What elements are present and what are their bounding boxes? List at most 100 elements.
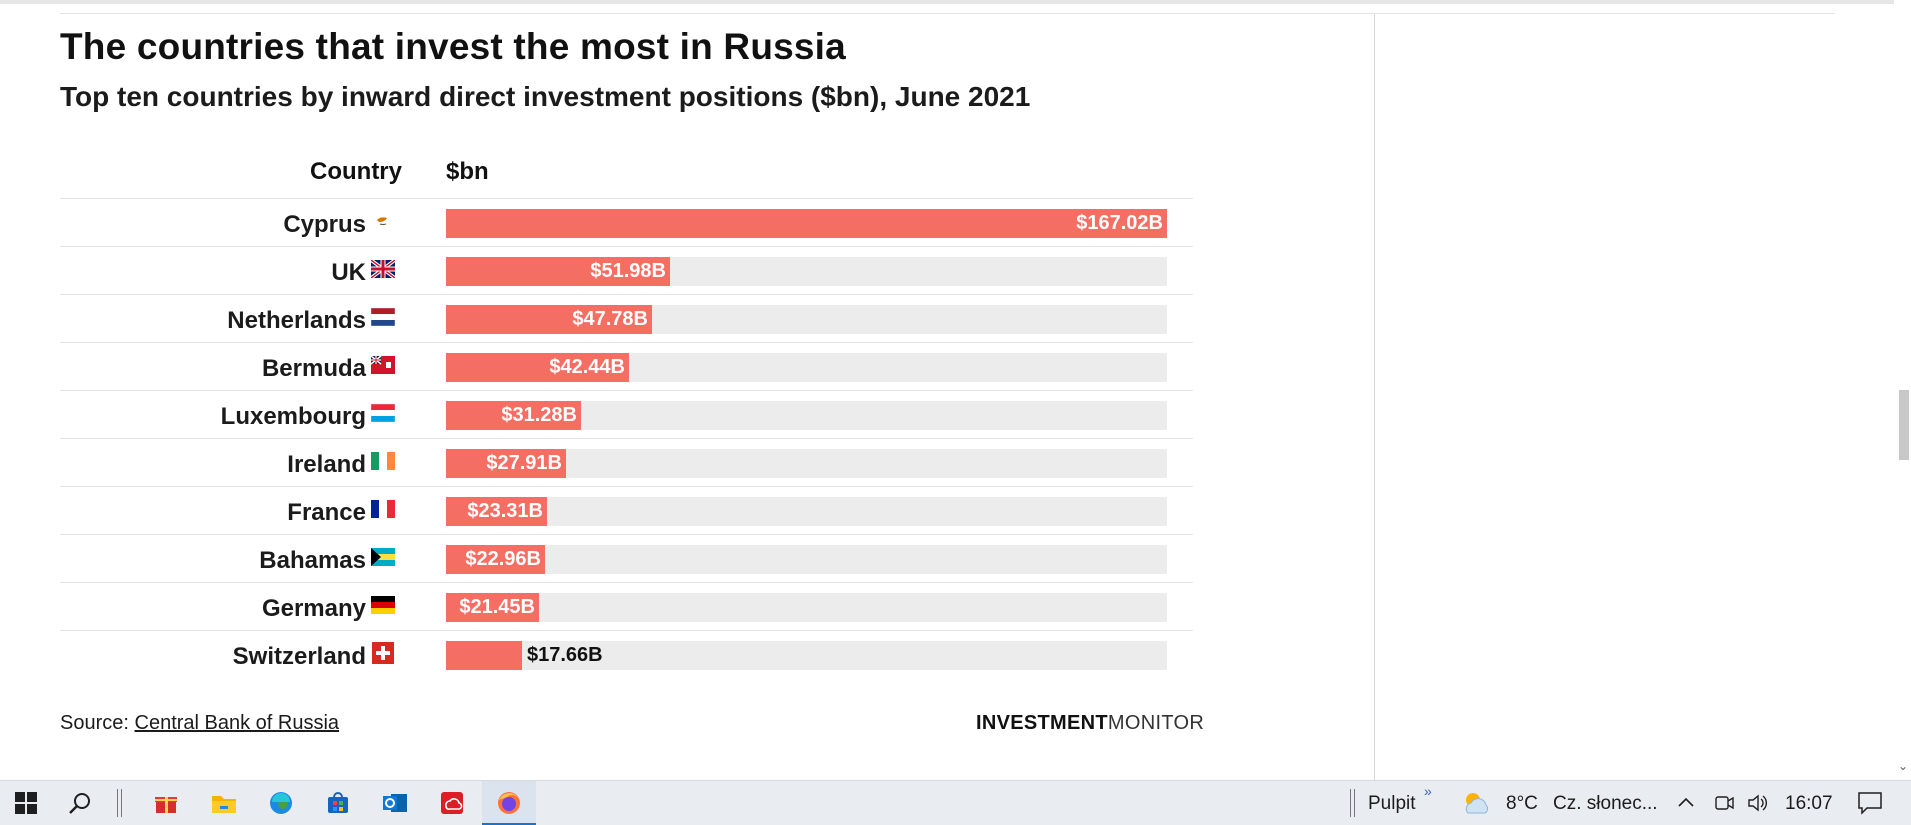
value-label: $22.96B: [465, 548, 541, 570]
edge-browser-icon[interactable]: [267, 789, 295, 817]
value-label: $167.02B: [1076, 212, 1163, 234]
value-label: $31.28B: [501, 404, 577, 426]
chevrons-icon[interactable]: »: [1424, 783, 1432, 799]
desktop-toolbar-label[interactable]: Pulpit: [1368, 793, 1416, 814]
bar: [446, 449, 566, 478]
country-label: Ireland: [287, 451, 366, 478]
country-label: Luxembourg: [220, 403, 366, 430]
bar-track: $47.78B: [446, 305, 1167, 334]
ireland-flag-icon: [371, 449, 395, 473]
value-label: $23.31B: [467, 500, 543, 522]
header-divider: [60, 13, 1835, 14]
bar: [446, 593, 539, 622]
firefox-icon[interactable]: [495, 789, 523, 817]
netherlands-flag-icon: [371, 305, 395, 329]
value-label: $42.44B: [549, 356, 625, 378]
gift-icon[interactable]: [152, 789, 180, 817]
chart-row: Germany $21.45B: [60, 582, 1193, 630]
taskbar-separator: [121, 789, 122, 817]
weather-description[interactable]: Cz. słonec...: [1553, 793, 1658, 814]
value-label: $21.45B: [459, 596, 535, 618]
taskbar-separator: [1354, 789, 1355, 817]
sidebar-divider: [1374, 14, 1375, 780]
bar: [446, 497, 547, 526]
chart-row: Netherlands $47.78B: [60, 294, 1193, 342]
value-label: $17.66B: [527, 644, 603, 666]
bar-track: $27.91B: [446, 449, 1167, 478]
meet-now-icon[interactable]: [1710, 789, 1738, 817]
country-column-header: Country: [310, 158, 402, 185]
bar-track: $17.66B: [446, 641, 1167, 670]
taskbar-separator: [117, 789, 118, 817]
bar-track: $31.28B: [446, 401, 1167, 430]
chart-row: France $23.31B: [60, 486, 1193, 534]
weather-temperature[interactable]: 8°C: [1506, 793, 1538, 814]
country-label: UK: [331, 259, 366, 286]
bar-chart: Cyprus $167.02B UK $51.98B Netherlands $47.78…: [60, 198, 1193, 678]
luxembourg-flag-icon: [371, 401, 395, 425]
cyprus-flag-icon: [371, 209, 395, 233]
value-label: $27.91B: [486, 452, 562, 474]
chart-subtitle: Top ten countries by inward direct inves…: [60, 81, 1031, 112]
source-note: Source: Central Bank of Russia: [60, 712, 339, 735]
country-label: Bahamas: [259, 547, 366, 574]
chart-row: Cyprus $167.02B: [60, 198, 1193, 246]
brand-bold: INVESTMENT: [976, 712, 1108, 734]
brand-light: MONITOR: [1107, 712, 1205, 734]
bar: [446, 545, 545, 574]
weather-partly-sunny-icon[interactable]: [1460, 789, 1494, 817]
bar: [446, 209, 1167, 238]
creative-cloud-icon[interactable]: [438, 789, 466, 817]
value-column-header: $bn: [446, 158, 489, 185]
windows-start-icon[interactable]: [12, 789, 40, 817]
outlook-icon[interactable]: [381, 789, 409, 817]
bar: [446, 305, 652, 334]
switzerland-flag-icon: [371, 641, 395, 665]
chart-row: Luxembourg $31.28B: [60, 390, 1193, 438]
bar: [446, 401, 581, 430]
brand-logo: INVESTMENTMONITOR: [976, 712, 1204, 735]
scroll-down-icon[interactable]: ⌄: [1897, 759, 1909, 773]
uk-flag-icon: [371, 257, 395, 281]
source-prefix: Source:: [60, 712, 129, 734]
taskbar-separator: [1350, 789, 1351, 817]
search-icon[interactable]: [66, 789, 94, 817]
taskbar: Pulpit » 8°C Cz. słonec... 16:07: [0, 780, 1911, 825]
bar: [446, 641, 522, 670]
bahamas-flag-icon: [371, 545, 395, 569]
file-explorer-icon[interactable]: [210, 789, 238, 817]
scrollbar-thumb[interactable]: [1899, 390, 1909, 460]
bar-track: $21.45B: [446, 593, 1167, 622]
bar-track: $51.98B: [446, 257, 1167, 286]
bar-track: $167.02B: [446, 209, 1167, 238]
country-label: France: [287, 499, 366, 526]
germany-flag-icon: [371, 593, 395, 617]
page-scrollbar[interactable]: ⌄: [1894, 0, 1911, 780]
value-label: $51.98B: [590, 260, 666, 282]
source-link[interactable]: Central Bank of Russia: [134, 712, 340, 734]
bar-track: $22.96B: [446, 545, 1167, 574]
chevron-up-icon[interactable]: [1672, 789, 1700, 817]
country-label: Germany: [261, 595, 366, 622]
chart-row: Switzerland $17.66B: [60, 630, 1193, 678]
france-flag-icon: [371, 497, 395, 521]
country-label: Netherlands: [227, 307, 366, 334]
volume-icon[interactable]: [1744, 789, 1772, 817]
top-border: [0, 0, 1911, 4]
clock-time[interactable]: 16:07: [1785, 793, 1833, 814]
bar: [446, 257, 670, 286]
chart-row: UK $51.98B: [60, 246, 1193, 294]
value-label: $47.78B: [572, 308, 648, 330]
bar-track: $23.31B: [446, 497, 1167, 526]
bar-track: $42.44B: [446, 353, 1167, 382]
notification-center-icon[interactable]: [1856, 789, 1884, 817]
country-label: Cyprus: [283, 211, 366, 238]
chart-row: Bahamas $22.96B: [60, 534, 1193, 582]
chart-title: The countries that invest the most in Ru…: [60, 26, 846, 67]
microsoft-store-icon[interactable]: [324, 789, 352, 817]
bermuda-flag-icon: [371, 353, 395, 377]
country-label: Switzerland: [232, 643, 366, 670]
country-label: Bermuda: [261, 355, 366, 382]
chart-row: Bermuda $42.44B: [60, 342, 1193, 390]
